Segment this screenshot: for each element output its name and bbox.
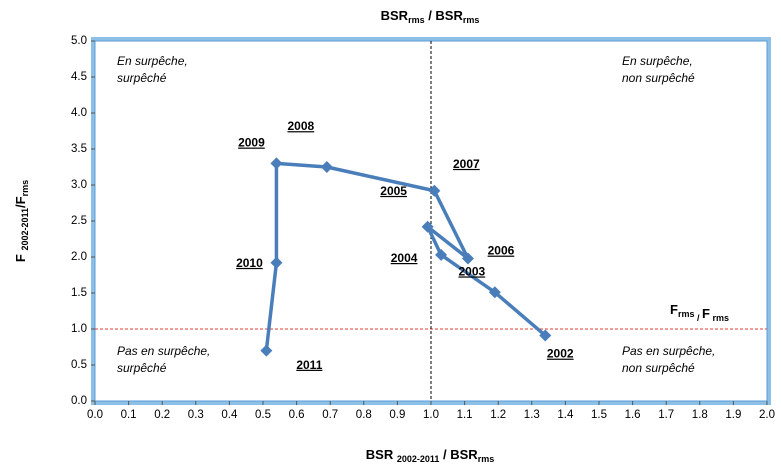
subscript: / <box>694 313 702 323</box>
quadrant-text: Pas en surpêche, <box>622 344 715 358</box>
x-axis-label: BSR 2002-2011 / BSRrms <box>366 447 494 464</box>
x-tick-label: 0.8 <box>356 409 372 421</box>
quadrant-text: non surpêché <box>622 71 695 85</box>
data-point <box>428 184 441 197</box>
subscript: rms <box>678 309 695 319</box>
y-tick-label: 1.0 <box>71 323 87 335</box>
x-tick-label: 0.2 <box>154 409 170 421</box>
series-line <box>264 161 547 351</box>
point-label: 2006 <box>488 244 515 258</box>
y-tick-label: 4.0 <box>71 107 87 119</box>
point-label: 2002 <box>547 347 574 361</box>
point-label: 2009 <box>238 136 265 150</box>
text-part: F <box>13 251 28 263</box>
data-point <box>270 157 283 170</box>
point-label: 2003 <box>458 264 485 278</box>
subscript: 2002-2011 <box>397 454 440 464</box>
x-tick-label: 1.5 <box>591 409 607 421</box>
subscript: rms <box>408 15 425 25</box>
y-axis-label: F 2002-2011/Frms <box>13 180 30 262</box>
data-point <box>260 344 273 357</box>
text-part: / BSR <box>425 8 464 23</box>
quadrant-text: surpêché <box>117 71 167 85</box>
x-tick-label: 0.3 <box>188 409 204 421</box>
text-part: /F <box>13 196 28 208</box>
data-point <box>435 248 448 261</box>
data-point <box>270 256 283 269</box>
x-tick-label: 1.2 <box>490 409 506 421</box>
x-tick-label: 0.5 <box>255 409 271 421</box>
x-tick-label: 2.0 <box>759 409 775 421</box>
point-label: 2007 <box>453 157 480 171</box>
y-tick-label: 2.5 <box>71 215 87 227</box>
text-part: F <box>702 306 710 321</box>
quadrant-text: non surpêché <box>622 361 695 375</box>
text-part: BSR <box>366 447 397 462</box>
data-point <box>461 252 474 265</box>
y-tick-label: 4.5 <box>71 71 87 83</box>
point-label: 2005 <box>380 184 407 198</box>
point-label: 2010 <box>236 256 263 270</box>
data-point <box>539 329 552 342</box>
quadrant-text: En surpêche, <box>117 54 188 68</box>
x-tick-label: 1.7 <box>658 409 674 421</box>
subscript: rms <box>710 313 729 323</box>
text-part: F <box>670 302 678 317</box>
y-tick-label: 1.5 <box>71 287 87 299</box>
x-tick-label: 1.4 <box>557 409 574 421</box>
quadrant-text: En surpêche, <box>622 54 693 68</box>
x-tick-label: 1.6 <box>625 409 641 421</box>
quadrant-text: surpêché <box>117 361 167 375</box>
reference-line-label: Frms / F rms <box>670 302 729 323</box>
x-tick-label: 1.9 <box>725 409 741 421</box>
x-tick-label: 0.0 <box>87 409 103 421</box>
quadrant-text: Pas en surpêche, <box>117 344 210 358</box>
y-tick-label: 0.5 <box>71 359 87 371</box>
data-point <box>488 286 501 299</box>
subscript: rms <box>463 15 480 25</box>
data-point <box>421 220 434 233</box>
subscript: 2002-2011 <box>20 208 30 251</box>
point-label: 2008 <box>287 119 314 133</box>
top-label: BSRrms / BSRrms <box>381 8 480 25</box>
x-tick-label: 1.8 <box>692 409 708 421</box>
point-label: 2011 <box>296 358 322 372</box>
data-point <box>320 161 333 173</box>
x-tick-label: 1.0 <box>423 409 439 421</box>
point-label: 2004 <box>391 251 418 265</box>
y-tick-label: 3.5 <box>71 143 87 155</box>
x-tick-label: 1.3 <box>524 409 540 421</box>
x-tick-label: 0.7 <box>322 409 338 421</box>
subscript: rms <box>20 180 30 197</box>
x-tick-label: 0.9 <box>389 409 405 421</box>
x-tick-label: 0.6 <box>289 409 305 421</box>
y-tick-label: 0.0 <box>71 395 87 407</box>
subscript: rms <box>478 454 495 464</box>
x-tick-label: 1.1 <box>457 409 473 421</box>
y-tick-label: 2.0 <box>71 251 87 263</box>
text-part: / BSR <box>439 447 478 462</box>
text-part: BSR <box>381 8 409 23</box>
y-tick-label: 5.0 <box>71 35 87 47</box>
x-tick-label: 0.4 <box>221 409 238 421</box>
x-tick-label: 0.1 <box>121 409 137 421</box>
y-tick-label: 3.0 <box>71 179 87 191</box>
